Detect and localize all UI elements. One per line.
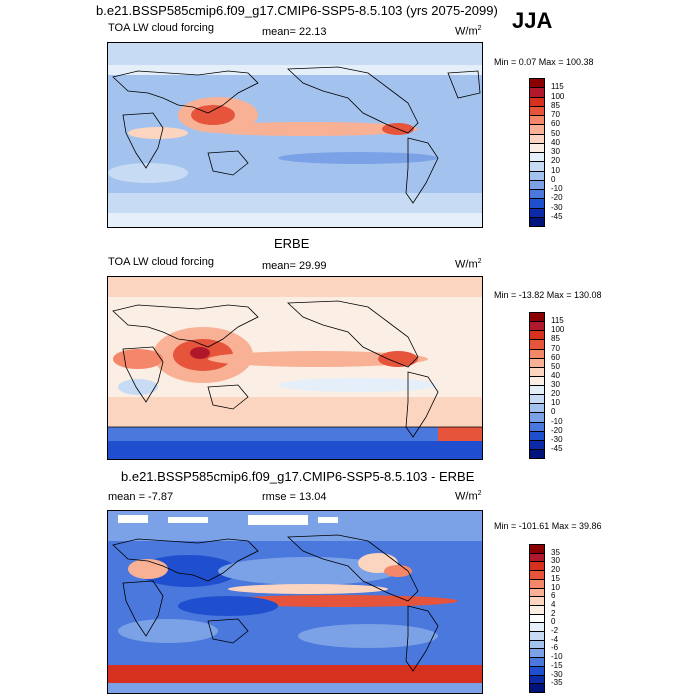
colorbar-tick-label: 115 xyxy=(551,82,564,92)
colorbar-tick-label: -20 xyxy=(551,193,563,203)
colorbar-tick-label: 40 xyxy=(551,370,560,380)
panel2-mean-label: mean= 29.99 xyxy=(262,260,327,272)
colorbar-swatch xyxy=(529,216,545,227)
panel3-colorbar: 35 30 20 15 10 6 4 2 0 -2 -4 -6 -10 -15 -30 -35 xyxy=(529,544,563,693)
panel1-map xyxy=(107,42,483,228)
colorbar-tick-label: 85 xyxy=(551,100,560,110)
panel2-colorbar: 115 100 85 70 60 50 40 30 20 10 0 -10 -20 -30 -45 xyxy=(529,312,564,459)
colorbar-tick-label: -10 xyxy=(551,416,563,426)
panel3-map xyxy=(107,510,483,694)
panel2-unit-label: W/m2 xyxy=(455,258,482,271)
colorbar-tick-label: 30 xyxy=(551,380,560,389)
panel2-left-label: TOA LW cloud forcing xyxy=(108,256,214,268)
panel1-title: b.e21.BSSP585cmip6.f09_g17.CMIP6-SSP5-8.… xyxy=(96,3,498,18)
panel1-unit-label: W/m2 xyxy=(455,25,482,38)
panel3-map-graphic xyxy=(108,511,482,693)
panel2-title: ERBE xyxy=(274,236,310,251)
colorbar-tick-label: 10 xyxy=(551,582,560,592)
colorbar-tick-label: 50 xyxy=(551,128,560,138)
colorbar-tick-label: -10 xyxy=(551,652,563,662)
colorbar-tick-label: 4 xyxy=(551,599,556,609)
colorbar-tick-label: 100 xyxy=(551,325,565,335)
panel1-mean-label: mean= 22.13 xyxy=(262,26,327,38)
colorbar-tick-label: -10 xyxy=(551,184,563,193)
colorbar-tick-label: 30 xyxy=(551,147,560,156)
panel1-colorbar: 115 100 85 70 60 50 40 30 20 10 0 -10 -20 -30 -45 xyxy=(529,78,564,227)
colorbar-tick-label: 60 xyxy=(551,119,560,129)
colorbar-tick-label: -30 xyxy=(551,434,563,444)
panel1-minmax-label: Min = 0.07 Max = 100.38 xyxy=(494,57,594,67)
colorbar-tick-label: 115 xyxy=(551,316,564,326)
colorbar-tick-label: 85 xyxy=(551,334,560,344)
colorbar-tick-label: 0 xyxy=(551,617,556,627)
panel3-minmax-label: Min = -101.61 Max = 39.86 xyxy=(494,521,602,531)
colorbar-tick-label: 0 xyxy=(551,174,556,184)
colorbar-tick-label: -30 xyxy=(551,202,563,212)
panel1-left-label: TOA LW cloud forcing xyxy=(108,22,214,34)
colorbar-tick-label: -20 xyxy=(551,425,563,435)
colorbar-tick-label: -35 xyxy=(551,678,563,688)
colorbar-tick-label: -6 xyxy=(551,643,559,653)
panel1-map-graphic xyxy=(108,43,482,227)
panel2-map-graphic xyxy=(108,277,482,459)
colorbar-tick-label: 0 xyxy=(551,407,556,417)
colorbar-tick-label: 60 xyxy=(551,352,560,362)
colorbar-tick-label: -45 xyxy=(551,211,563,221)
panel2-minmax-label: Min = -13.82 Max = 130.08 xyxy=(494,290,602,300)
colorbar-tick-label: 40 xyxy=(551,137,560,147)
panel3-unit-label: W/m2 xyxy=(455,490,482,503)
colorbar-tick-label: 70 xyxy=(551,110,560,119)
colorbar-tick-label: 6 xyxy=(551,591,556,601)
colorbar-tick-label: 20 xyxy=(551,156,560,166)
panel3-title: b.e21.BSSP585cmip6.f09_g17.CMIP6-SSP5-8.… xyxy=(121,469,475,484)
colorbar-tick-label: -30 xyxy=(551,669,563,679)
colorbar-tick-label: -4 xyxy=(551,634,559,644)
colorbar-tick-label: 20 xyxy=(551,565,560,575)
colorbar-swatch xyxy=(529,448,545,459)
colorbar-tick-label: 50 xyxy=(551,361,560,371)
colorbar-tick-label: 10 xyxy=(551,165,560,175)
colorbar-tick-label: 70 xyxy=(551,343,560,353)
colorbar-tick-label: 35 xyxy=(551,547,560,557)
panel2-map xyxy=(107,276,483,460)
colorbar-tick-label: -15 xyxy=(551,660,563,670)
colorbar-tick-label: -2 xyxy=(551,626,559,636)
season-label: JJA xyxy=(512,8,553,33)
colorbar-swatch xyxy=(529,683,545,693)
colorbar-tick-label: 10 xyxy=(551,398,560,408)
colorbar-tick-label: 2 xyxy=(551,608,556,618)
panel3-rmse-label: rmse = 13.04 xyxy=(262,491,327,503)
colorbar-tick-label: 15 xyxy=(551,573,560,583)
panel3-left-label: mean = -7.87 xyxy=(108,491,174,503)
colorbar-tick-label: 30 xyxy=(551,556,560,566)
colorbar-tick-label: 100 xyxy=(551,91,565,101)
colorbar-tick-label: -45 xyxy=(551,443,563,453)
colorbar-tick-label: 20 xyxy=(551,389,560,399)
